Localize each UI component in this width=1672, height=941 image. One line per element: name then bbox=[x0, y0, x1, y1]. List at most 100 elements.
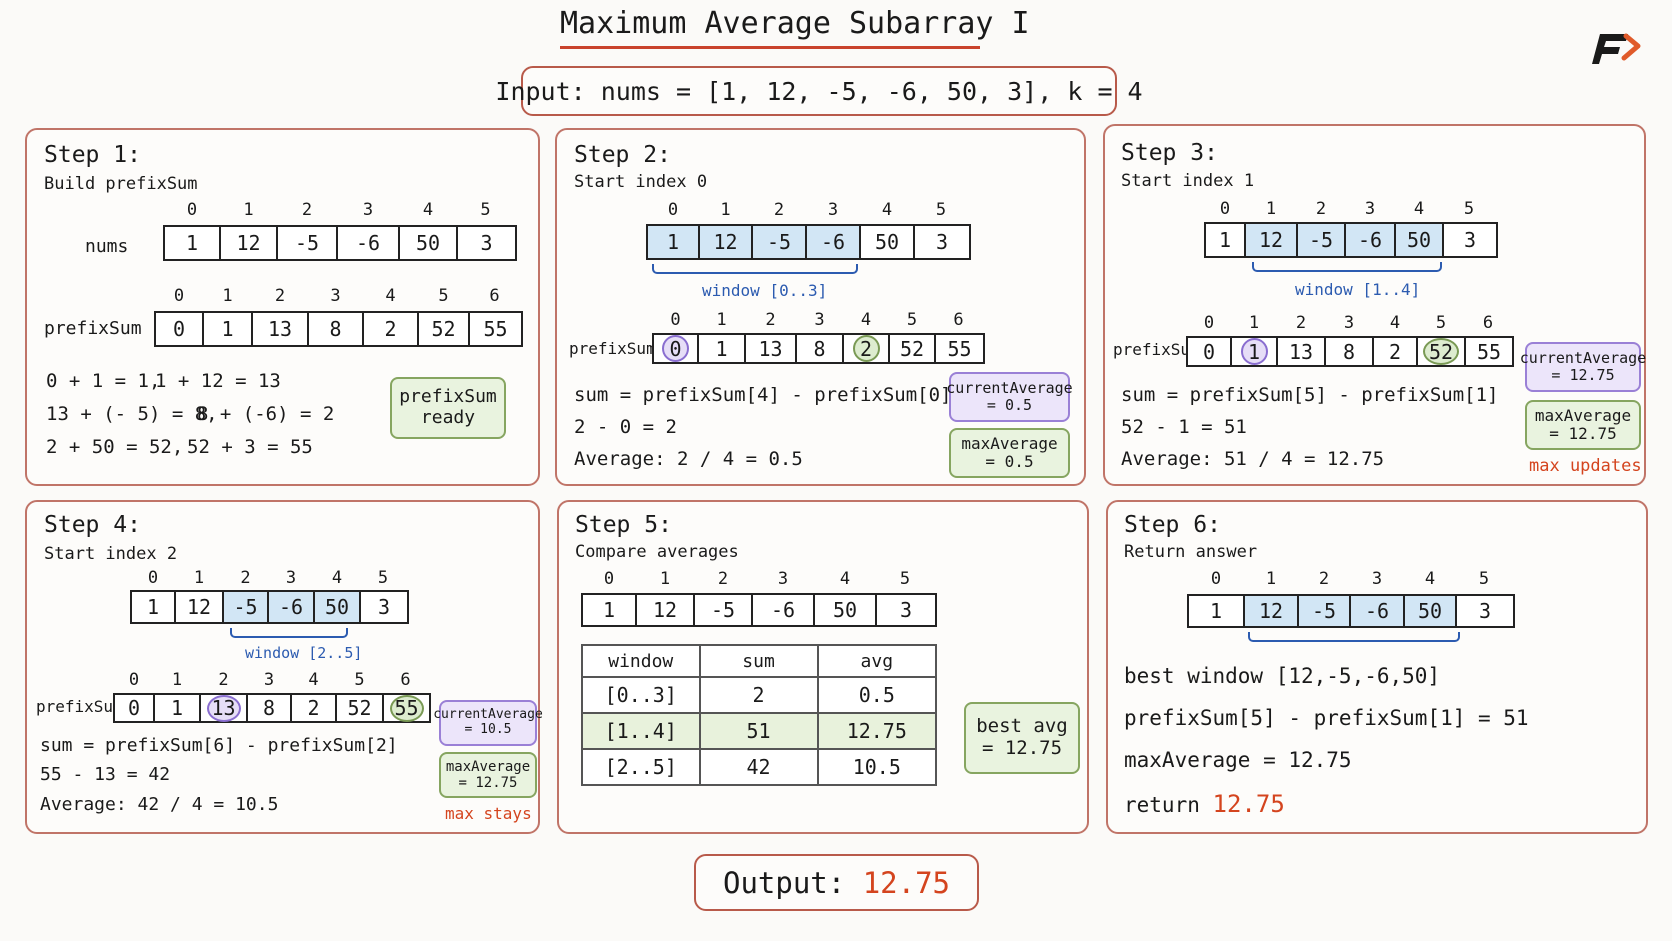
diff-line: 2 - 0 = 2 bbox=[574, 416, 677, 438]
table-header-cell: sum bbox=[698, 644, 819, 678]
array-cell: 52 bbox=[890, 335, 936, 362]
table-row: [2..5] 42 10.5 bbox=[581, 748, 938, 786]
array-cell: 3 bbox=[899, 598, 913, 622]
average-line: Average: 51 / 4 = 12.75 bbox=[1121, 448, 1385, 470]
window-label: window [1..4] bbox=[1295, 280, 1421, 299]
array-cell-window: 50 bbox=[1396, 224, 1444, 256]
current-average-badge: currentAverage = 0.5 bbox=[946, 372, 1073, 422]
prefix-array: 0 1 13 8 2 52 55 bbox=[1186, 336, 1514, 367]
max-updates-note: max updates bbox=[1529, 456, 1642, 476]
step-subtitle: Start index 2 bbox=[44, 544, 178, 564]
array-cell: -6 bbox=[753, 595, 815, 625]
array-cell: 3 bbox=[1463, 228, 1477, 252]
array-cell-window: 50 bbox=[1405, 596, 1457, 626]
array-cell-window: -5 bbox=[1299, 596, 1351, 626]
array-cell-window: -5 bbox=[1298, 224, 1346, 256]
array-cell: -5 bbox=[695, 595, 753, 625]
table-cell: [1..4] bbox=[581, 712, 701, 750]
prefix-label: prefixSum bbox=[1113, 340, 1200, 359]
step-subtitle: Compare averages bbox=[575, 542, 739, 562]
max-average-line: maxAverage = 12.75 bbox=[1124, 748, 1352, 772]
table-cell: 42 bbox=[698, 748, 819, 786]
array-cell-window: 12 bbox=[1245, 596, 1299, 626]
window-bracket bbox=[652, 264, 858, 274]
array-cell: 50 bbox=[400, 227, 458, 259]
array-cell-window: -6 bbox=[1346, 224, 1396, 256]
array-cell: 13 bbox=[746, 335, 797, 362]
max-average-badge: maxAverage = 12.75 bbox=[439, 752, 537, 798]
array-cell: 1 bbox=[1206, 224, 1246, 256]
array-cell: 2 bbox=[1374, 338, 1418, 365]
output-label: Output: bbox=[723, 865, 846, 900]
table-cell: 51 bbox=[698, 712, 819, 750]
step-title: Step 2: bbox=[574, 142, 671, 168]
array-cell-window: -5 bbox=[224, 592, 269, 622]
calc-line: 2 + 50 = 52, bbox=[46, 436, 184, 458]
calc-line: 13 + (- 5) = 8, bbox=[46, 403, 218, 425]
array-cell: 50 bbox=[861, 226, 915, 258]
calc-line: 1 + 12 = 13 bbox=[155, 370, 281, 392]
array-cell: 1 bbox=[155, 695, 201, 721]
array-cell: 3 bbox=[480, 231, 493, 255]
array-cell-highlight: 1 bbox=[1232, 338, 1278, 365]
max-stays-note: max stays bbox=[445, 804, 532, 823]
array-cell: 52 bbox=[337, 695, 384, 721]
array-cell: 12 bbox=[221, 227, 278, 259]
nums-label: nums bbox=[85, 236, 129, 257]
averages-table: window sum avg [0..3] 2 0.5 [1..4] 51 12… bbox=[581, 644, 938, 786]
prefix-label: prefixSum bbox=[44, 318, 142, 339]
array-cell: 12 bbox=[176, 592, 224, 622]
array-cell: -6 bbox=[338, 227, 400, 259]
window-bracket bbox=[1252, 262, 1442, 272]
calc-line: 8 + (-6) = 2 bbox=[197, 403, 335, 425]
array-cell: 50 bbox=[815, 595, 877, 625]
array-cell-window: -6 bbox=[269, 592, 315, 622]
return-label: return bbox=[1124, 793, 1200, 817]
step-subtitle: Return answer bbox=[1124, 542, 1258, 562]
nums-array: 1 12 -5 -6 50 3 bbox=[646, 224, 971, 260]
brand-logo-icon bbox=[1586, 28, 1642, 72]
array-cell: 3 bbox=[935, 230, 949, 254]
array-cell: 55 bbox=[1476, 339, 1502, 364]
array-cell: 13 bbox=[1278, 338, 1326, 365]
array-cell: 0 bbox=[115, 695, 155, 721]
array-cell: 1 bbox=[165, 227, 221, 259]
sum-formula: sum = prefixSum[4] - prefixSum[0] bbox=[574, 384, 952, 406]
calc-line: 0 + 1 = 1, bbox=[46, 370, 161, 392]
array-cell-window: 12 bbox=[1246, 224, 1298, 256]
array-cell: 2 bbox=[364, 313, 419, 345]
array-cell-highlight: 55 bbox=[384, 694, 429, 722]
title-underline bbox=[560, 46, 980, 49]
current-average-badge: currentAverage = 10.5 bbox=[433, 700, 543, 746]
table-cell: 0.5 bbox=[816, 676, 938, 714]
nums-array: 1 12 -5 -6 50 3 bbox=[581, 593, 937, 627]
array-cell: 52 bbox=[419, 313, 470, 345]
array-cell: 8 bbox=[797, 335, 844, 362]
table-cell: [2..5] bbox=[581, 748, 701, 786]
array-cell-highlight: 0 bbox=[654, 335, 699, 362]
prefix-label: prefixSum bbox=[36, 697, 123, 716]
array-cell-window: -6 bbox=[807, 226, 861, 258]
table-row-best: [1..4] 51 12.75 bbox=[581, 712, 938, 750]
prefix-array: 0 1 13 8 2 52 55 bbox=[113, 693, 431, 723]
step-subtitle: Start index 1 bbox=[1121, 171, 1255, 191]
table-row: [0..3] 2 0.5 bbox=[581, 676, 938, 714]
array-cell-window: 12 bbox=[700, 226, 753, 258]
return-line: return 12.75 bbox=[1124, 790, 1285, 818]
step-subtitle: Build prefixSum bbox=[44, 174, 198, 194]
array-cell: 1 bbox=[1189, 596, 1245, 626]
table-cell: 2 bbox=[698, 676, 819, 714]
array-cell: 1 bbox=[699, 335, 746, 362]
array-cell-window: 1 bbox=[648, 226, 700, 258]
